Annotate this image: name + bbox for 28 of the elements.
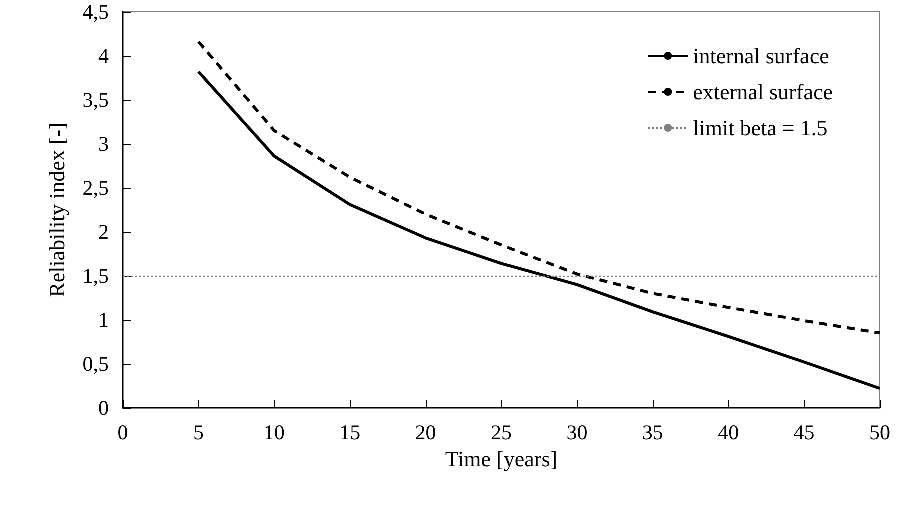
legend-label: limit beta = 1.5 — [693, 116, 828, 140]
legend-label: external surface — [693, 80, 834, 104]
y-tick-label: 4 — [98, 44, 110, 68]
y-axis-title: Reliability index [-] — [44, 122, 70, 298]
y-tick-label: 2 — [98, 220, 109, 244]
y-tick-label: 0 — [98, 396, 109, 420]
y-tick-label: 1,5 — [82, 264, 109, 288]
y-tick-label: 1 — [98, 308, 109, 332]
x-tick-label: 20 — [415, 420, 436, 444]
y-tick-label: 3,5 — [82, 88, 109, 112]
line-series — [197, 70, 882, 390]
line-series — [197, 40, 882, 335]
x-tick-label: 45 — [794, 420, 815, 444]
legend-label: internal surface — [693, 44, 830, 68]
x-axis-title: Time [years] — [445, 446, 558, 472]
x-tick-label: 50 — [870, 420, 890, 444]
x-tick-label: 40 — [718, 420, 740, 444]
y-tick-label: 4,5 — [82, 0, 109, 24]
y-tick-label: 2,5 — [82, 176, 109, 200]
x-tick-label: 30 — [566, 420, 588, 444]
x-tick-label: 25 — [491, 420, 512, 444]
x-tick-label: 10 — [264, 420, 285, 444]
x-tick-label: 0 — [118, 420, 128, 444]
x-tick-label: 15 — [340, 420, 361, 444]
y-tick-label: 0,5 — [82, 352, 109, 376]
x-tick-label: 35 — [642, 420, 664, 444]
x-tick-label: 5 — [193, 420, 204, 444]
y-tick-label: 3 — [98, 132, 109, 156]
